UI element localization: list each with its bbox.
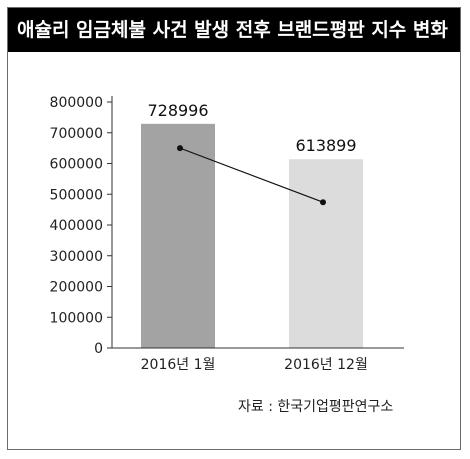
y-tick-label: 300000 (50, 249, 103, 265)
data-labels: 728996 613899 (147, 101, 356, 155)
y-tick-label: 100000 (50, 310, 103, 326)
data-label: 728996 (147, 101, 208, 120)
y-tick-label: 200000 (50, 280, 103, 296)
y-axis: 0 100000 200000 300000 400000 500000 600000 700… (50, 95, 113, 357)
x-tick-label: 2016년 12월 (284, 357, 368, 373)
y-tick-label: 500000 (50, 187, 103, 203)
x-tick-label: 2016년 1월 (141, 357, 216, 373)
chart-title: 애슐리 임금체불 사건 발생 전후 브랜드평판 지수 변화 (8, 8, 460, 52)
bar (141, 123, 215, 348)
y-tick-label: 400000 (50, 218, 103, 234)
trend-line (177, 145, 326, 206)
bars (141, 123, 363, 348)
data-label: 613899 (295, 136, 356, 155)
y-tick-label: 800000 (50, 95, 103, 111)
chart-frame: 애슐리 임금체불 사건 발생 전후 브랜드평판 지수 변화 (7, 7, 461, 450)
y-tick-label: 0 (94, 341, 103, 357)
source-note: 자료 : 한국기업평판연구소 (238, 399, 394, 415)
y-tick-label: 700000 (50, 126, 103, 142)
x-axis: 2016년 1월 2016년 12월 (112, 347, 404, 373)
y-tick-label: 600000 (50, 157, 103, 173)
trend-line-segment (179, 147, 324, 203)
trend-point (177, 145, 183, 152)
bar (289, 159, 363, 348)
trend-point (320, 199, 326, 206)
